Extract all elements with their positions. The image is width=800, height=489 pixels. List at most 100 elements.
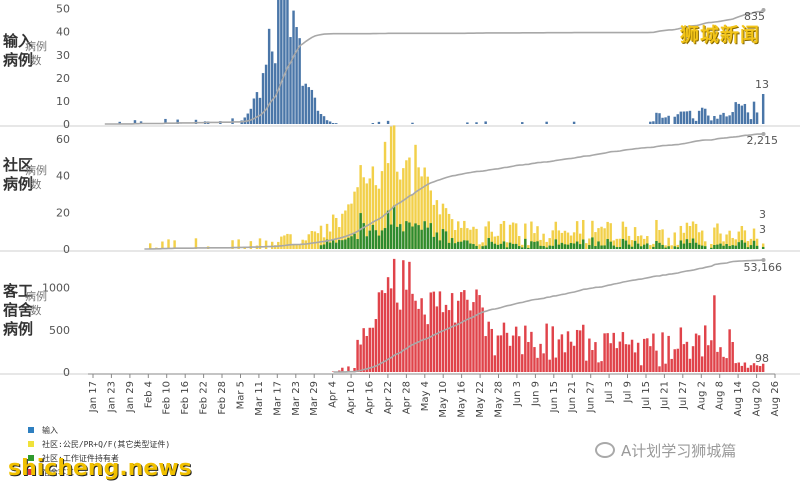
bar [667,335,670,372]
bar [405,160,408,249]
bar [316,110,320,124]
bar [591,350,594,372]
bar [319,225,323,249]
panel-ylabel: 病例 [25,39,47,53]
bar [295,27,298,124]
bar [737,362,740,372]
bar-workpass [365,236,368,249]
bar [694,223,698,249]
bar-workpass [609,241,612,249]
x-tick-label: Feb 4 [143,381,154,408]
panel-title: 病例 [3,51,33,69]
bar [423,167,426,249]
bar [466,228,469,249]
bar [618,341,622,372]
bar-workpass [737,242,740,249]
bar [639,365,643,372]
bar [264,64,268,124]
bar [435,200,439,249]
bar [728,230,731,249]
bar-workpass [429,223,432,249]
bar-workpass [603,245,606,249]
bar [554,357,558,372]
bar [658,113,661,124]
bar-workpass [322,244,326,249]
bar [685,111,689,124]
bar [661,117,664,124]
bar [402,168,405,249]
bar [252,98,256,124]
bar-workpass [377,235,381,249]
bar [752,228,756,249]
bar [392,125,396,249]
bar [270,51,274,125]
bar [749,365,753,372]
x-tick-label: Feb 10 [162,381,173,415]
bar [615,238,619,249]
bar [743,362,747,372]
bar-workpass [405,221,408,249]
bar [697,110,701,124]
bar [505,242,509,249]
last-value-label: 98 [755,352,769,365]
bar-workpass [371,224,375,249]
x-tick-label: Apr 28 [401,381,412,414]
bar-workpass [743,242,747,249]
bar [575,329,579,372]
bar-workpass [508,242,512,249]
bar [502,322,506,372]
bar [713,227,716,249]
bar [435,306,439,372]
bar-workpass [362,223,365,249]
bar [286,233,289,249]
bar [328,121,332,124]
bar [652,243,655,249]
bar-workpass [560,242,564,249]
last-value-label-workpass: 3 [759,223,766,236]
bar-workpass [731,245,734,249]
watermark-logo-top: 狮城新闻 [680,24,761,46]
bar [545,323,548,372]
bar [417,308,420,372]
x-tick-label: Jun 3 [512,381,523,407]
bar [469,310,472,372]
bar [734,102,737,124]
panel-ylabel: 数 [31,54,42,67]
bar [704,108,707,124]
panel-title: 社区 [2,156,33,174]
bar [566,232,570,249]
bar [280,0,283,124]
bar [627,235,631,249]
bar [478,244,481,249]
bar-workpass [600,245,603,249]
bar [499,335,503,372]
legend-item-imported: 输入 [28,423,170,437]
legend-label-dormitory: 宿舍客工 [42,467,74,477]
bar [341,367,344,372]
cumulative-total-label: 2,215 [747,134,779,147]
bar [755,112,759,124]
x-tick-label: Aug 14 [733,381,744,416]
bar-workpass [527,247,530,249]
bar-workpass [627,244,631,249]
bar-workpass [521,247,524,249]
bar [673,116,676,124]
bar [585,360,588,372]
bar [161,241,164,249]
y-tick-label: 500 [49,324,70,337]
bar-workpass [374,230,378,249]
bar [389,288,393,372]
x-tick-label: Apr 10 [346,381,357,414]
bar-workpass [517,246,521,249]
bar-workpass [646,243,649,249]
bar [582,324,585,372]
bar [548,238,551,249]
bar [566,331,570,372]
bar [176,119,179,124]
bar [411,122,414,124]
bar [725,358,728,372]
x-tick-label: Jun 21 [567,381,578,414]
bar [737,103,740,124]
bar [289,234,292,249]
bar [298,244,301,249]
